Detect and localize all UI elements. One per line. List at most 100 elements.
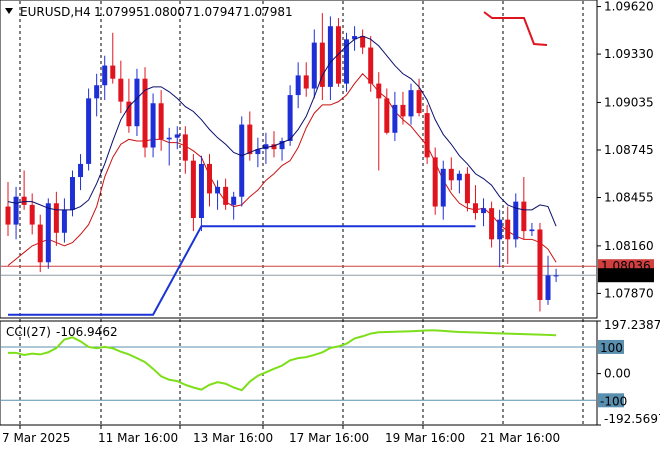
candle-body [166,137,172,140]
vertical-grid [19,1,584,425]
candle-body [440,168,446,207]
candle [376,72,382,171]
candle-body [311,42,317,89]
price-tick-label: 1.09330 [604,47,654,61]
candle-body [255,149,261,155]
candle [263,132,269,164]
candle [29,193,35,235]
candle-body [344,39,350,84]
candle [344,32,350,92]
candle-body [231,196,237,205]
candle-body [110,65,116,79]
candle [110,32,116,84]
candle-body [384,98,390,133]
candle [279,137,285,161]
time-tick-label: 19 Mar 16:00 [385,431,465,445]
candle-body [86,98,92,164]
candle-body [150,103,156,148]
cci-panel[interactable] [0,320,598,426]
moving-average-slow [7,35,557,227]
candle-body [464,173,470,204]
candle-body [118,78,124,102]
candle-body [360,36,366,48]
candle-body [505,219,511,240]
candle [21,170,27,210]
candle [118,60,124,114]
candle-body [537,229,543,300]
candle [61,198,67,243]
candle-body [223,186,229,205]
candle-body [376,83,382,99]
price-tick-label: 1.08160 [604,239,654,253]
candle [440,160,446,220]
cci-tick-label: 197.2387 [604,318,660,332]
candle-body [545,275,551,300]
candle-body [21,196,27,205]
candle-body [45,203,51,263]
candle-body [303,75,309,89]
candle-body [513,201,519,240]
cci-tick-label: -192.5697 [604,412,660,426]
candle-body [263,144,269,150]
candle [37,214,43,273]
step-indicator-line [8,225,476,316]
candle [134,68,140,137]
candle-body [392,104,398,133]
candle [505,206,511,264]
candle [352,26,358,51]
candle-body [78,163,84,178]
candle-body [29,204,35,225]
candle [464,167,470,212]
candle-body [271,144,277,150]
price-axis: 1.09620 1.09330 1.09035 1.08745 1.08455 1.081… [597,0,654,300]
candle [190,154,196,232]
candle [448,157,454,191]
candle-body [432,157,438,207]
candle [513,193,519,248]
candle [408,83,414,125]
candle [94,73,100,117]
candle-body [134,78,140,127]
candle [86,88,92,171]
trend-indicator-line [483,11,548,46]
symbol-label: EURUSD,H4 [20,5,91,19]
candle [231,191,237,220]
candle [78,154,84,191]
candle-body [529,229,535,232]
candle-body [61,209,67,233]
candle [13,186,19,240]
time-tick-label: 17 Mar 16:00 [289,431,369,445]
cci-tick-label: 100 [600,341,623,355]
candle [142,67,148,158]
candle [521,177,527,240]
price-tick-label: 1.09035 [604,95,654,109]
candle [553,268,559,282]
candle-body [215,186,221,194]
candle [53,191,59,246]
price-panel[interactable] [0,0,598,319]
candle-body [239,124,245,197]
candle [416,78,422,117]
candle-body [368,47,374,84]
candle-body [53,203,59,233]
symbol-dropdown-icon[interactable] [5,8,13,14]
candle [360,29,366,55]
candle [529,222,535,237]
candle [311,29,317,99]
price-tick-label: 1.08455 [604,191,654,205]
ohlc-open: 1.07995 [94,5,144,19]
candle-body [448,168,454,181]
time-tick-label: 21 Mar 16:00 [480,431,560,445]
candle [303,62,309,97]
candle [255,137,261,168]
price-tick-label: 1.09620 [604,0,654,14]
price-tick-label: 1.07870 [604,286,654,300]
candle-body [37,224,43,263]
cci-tick-label: 0.00 [604,367,631,381]
candle-body [408,90,414,117]
candle [319,13,325,100]
candle [102,55,108,100]
candle-body [247,124,253,155]
candle [368,36,374,92]
